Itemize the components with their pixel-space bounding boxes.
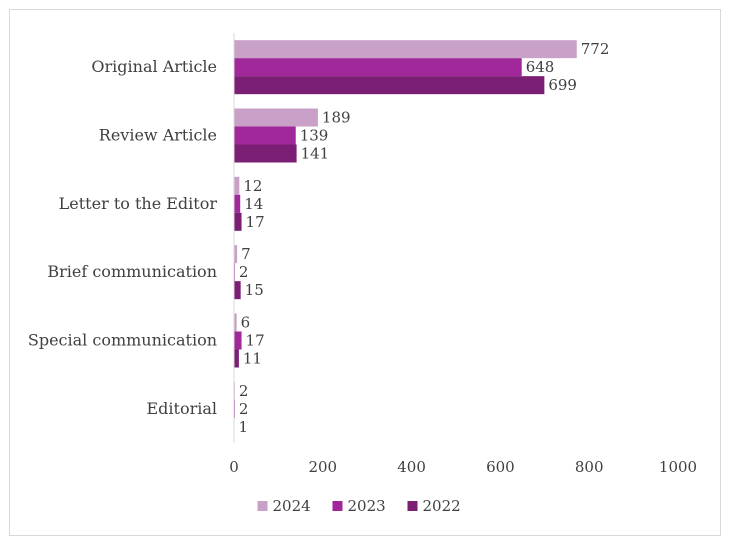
bar-2024 [234, 108, 318, 127]
bar-2024 [234, 245, 238, 264]
x-tick-label: 400 [397, 458, 426, 476]
data-label-2023: 2 [239, 400, 249, 418]
data-label-2024: 189 [322, 109, 351, 127]
category-label: Review Article [99, 126, 217, 145]
data-label-2022: 17 [246, 213, 265, 231]
data-label-2023: 17 [246, 332, 265, 350]
x-axis-tick-labels: 0 200 400 600 800 1000 [229, 458, 697, 476]
bar-2024 [234, 176, 240, 195]
legend-label-2024: 2024 [273, 497, 311, 515]
bar-2023 [234, 58, 522, 77]
category-label: Special communication [28, 331, 217, 350]
bar-2023 [234, 194, 241, 213]
data-label-2022: 15 [245, 281, 264, 299]
category-label: Original Article [91, 57, 217, 76]
bar-2023 [234, 126, 296, 145]
data-label-2024: 6 [241, 314, 251, 332]
data-label-2024: 772 [581, 40, 610, 58]
data-label-2022: 1 [238, 418, 248, 436]
bar-2024 [234, 40, 577, 59]
x-tick-label: 600 [486, 458, 515, 476]
legend-swatch-2024 [257, 501, 268, 511]
bar-2022 [234, 212, 242, 231]
data-label-2024: 2 [239, 382, 249, 400]
bar-2023 [234, 331, 242, 350]
x-tick-label: 200 [308, 458, 337, 476]
bar-2022 [234, 76, 545, 95]
legend-swatch-2022 [407, 501, 418, 511]
bar-2024 [234, 313, 237, 332]
category-label: Letter to the Editor [59, 194, 218, 213]
data-label-2022: 11 [243, 350, 262, 368]
bar-2022 [234, 281, 241, 300]
bar-2022 [234, 144, 297, 163]
data-label-2024: 7 [241, 245, 251, 263]
x-tick-label: 1000 [659, 458, 697, 476]
legend: 2024 2023 2022 [257, 497, 461, 515]
x-tick-label: 0 [229, 458, 239, 476]
category-label: Brief communication [47, 262, 217, 281]
category-label: Editorial [146, 399, 217, 418]
data-label-2023: 648 [526, 58, 555, 76]
legend-label-2023: 2023 [348, 497, 386, 515]
bars-layer [234, 40, 577, 436]
legend-swatch-2023 [332, 501, 343, 511]
category-labels: Original Article Review Article Letter to … [28, 57, 217, 418]
data-label-2022: 699 [548, 76, 577, 94]
data-label-2022: 141 [301, 145, 330, 163]
data-label-2023: 2 [239, 263, 249, 281]
chart-frame [9, 9, 721, 536]
bar-2022 [234, 349, 239, 368]
x-tick-label: 800 [575, 458, 604, 476]
data-label-2023: 139 [300, 127, 329, 145]
data-label-2024: 12 [243, 177, 262, 195]
data-label-2023: 14 [244, 195, 263, 213]
legend-label-2022: 2022 [423, 497, 461, 515]
